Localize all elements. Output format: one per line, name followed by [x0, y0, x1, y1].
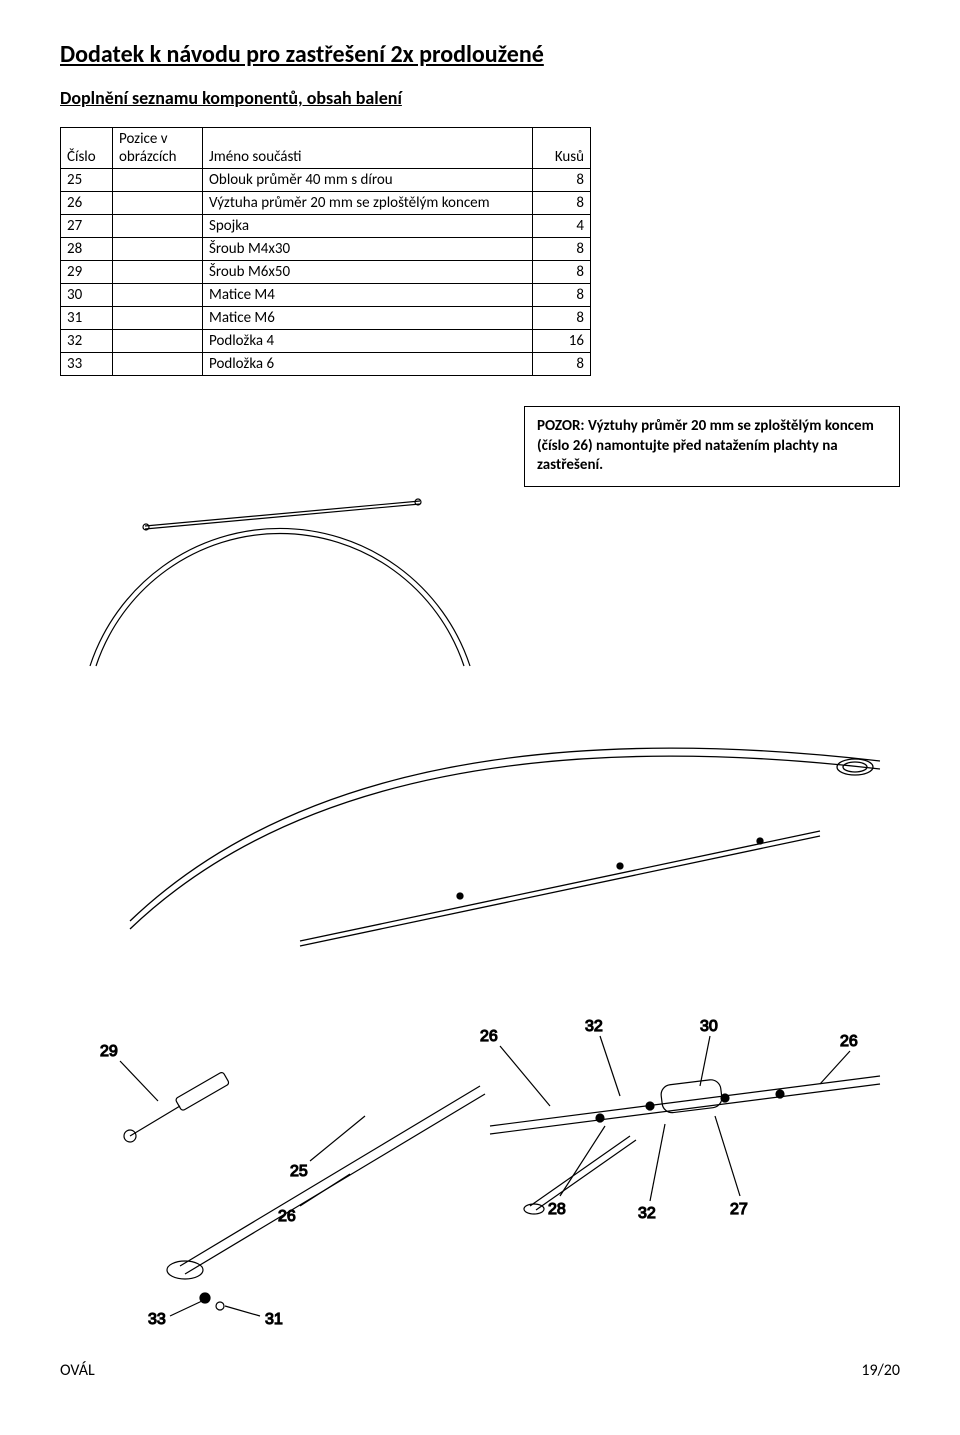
cell-c2: Výztuha průměr 20 mm se zploštělým konce… [203, 192, 533, 215]
table-row: 29 Šroub M6x508 [61, 261, 591, 284]
figure-arch [60, 396, 500, 681]
table-row: 26 Výztuha průměr 20 mm se zploštělým kon… [61, 192, 591, 215]
cell-c3: 8 [533, 307, 591, 330]
table-row: 27 Spojka4 [61, 215, 591, 238]
cell-c2: Matice M6 [203, 307, 533, 330]
cell-c0: 26 [61, 192, 113, 215]
figure-assembly-curve [60, 691, 900, 996]
th-cislo: Číslo [61, 128, 113, 169]
footer-right: 19/20 [861, 1361, 900, 1380]
cell-c3: 8 [533, 169, 591, 192]
cell-c0: 27 [61, 215, 113, 238]
callout-26-top2: 26 [840, 1033, 858, 1050]
table-row: 31 Matice M68 [61, 307, 591, 330]
table-row: 30 Matice M48 [61, 284, 591, 307]
cell-c3: 4 [533, 215, 591, 238]
cell-c2: Matice M4 [203, 284, 533, 307]
cell-c1 [113, 261, 203, 284]
table-row: 33 Podložka 68 [61, 353, 591, 376]
cell-c3: 8 [533, 238, 591, 261]
cell-c1 [113, 238, 203, 261]
page-title: Dodatek k návodu pro zastřešení 2x prodl… [60, 40, 900, 69]
cell-c1 [113, 169, 203, 192]
th-pozice: Pozice v obrázcích [113, 128, 203, 169]
cell-c0: 28 [61, 238, 113, 261]
cell-c0: 29 [61, 261, 113, 284]
cell-c1 [113, 192, 203, 215]
callout-31: 31 [265, 1311, 283, 1326]
cell-c0: 30 [61, 284, 113, 307]
callout-27: 27 [730, 1201, 748, 1218]
callout-32-top: 32 [585, 1018, 603, 1035]
cell-c2: Šroub M6x50 [203, 261, 533, 284]
cell-c2: Šroub M4x30 [203, 238, 533, 261]
callout-26-top1: 26 [480, 1028, 498, 1045]
cell-c1 [113, 353, 203, 376]
cell-c0: 25 [61, 169, 113, 192]
warning-text: POZOR: Výztuhy průměr 20 mm se zploštělý… [537, 417, 874, 474]
cell-c1 [113, 330, 203, 353]
cell-c1 [113, 284, 203, 307]
th-kusu: Kusů [533, 128, 591, 169]
warning-box: POZOR: Výztuhy průměr 20 mm se zploštělý… [524, 406, 900, 487]
parts-table: Číslo Pozice v obrázcích Jméno součásti … [60, 127, 591, 376]
cell-c3: 8 [533, 353, 591, 376]
cell-c2: Podložka 4 [203, 330, 533, 353]
callout-32-bottom: 32 [638, 1205, 656, 1222]
page-subtitle: Doplnění seznamu komponentů, obsah balen… [60, 87, 900, 109]
cell-c3: 16 [533, 330, 591, 353]
callout-29: 29 [100, 1043, 118, 1060]
table-header-row: Číslo Pozice v obrázcích Jméno součásti … [61, 128, 591, 169]
cell-c2: Spojka [203, 215, 533, 238]
table-row: 32 Podložka 416 [61, 330, 591, 353]
cell-c1 [113, 307, 203, 330]
callout-30: 30 [700, 1018, 718, 1035]
cell-c2: Podložka 6 [203, 353, 533, 376]
cell-c3: 8 [533, 192, 591, 215]
cell-c0: 31 [61, 307, 113, 330]
table-row: 25 Oblouk průměr 40 mm s dírou8 [61, 169, 591, 192]
cell-c1 [113, 215, 203, 238]
cell-c2: Oblouk průměr 40 mm s dírou [203, 169, 533, 192]
table-row: 28 Šroub M4x308 [61, 238, 591, 261]
figure-exploded: 29 25 26 33 31 [60, 1006, 900, 1331]
cell-c0: 33 [61, 353, 113, 376]
footer-left: OVÁL [60, 1361, 95, 1380]
th-jmeno: Jméno součásti [203, 128, 533, 169]
callout-28: 28 [548, 1201, 566, 1218]
callout-25: 25 [290, 1163, 308, 1180]
cell-c0: 32 [61, 330, 113, 353]
callout-33: 33 [148, 1311, 166, 1326]
callout-26-left: 26 [278, 1208, 296, 1225]
cell-c3: 8 [533, 284, 591, 307]
cell-c3: 8 [533, 261, 591, 284]
